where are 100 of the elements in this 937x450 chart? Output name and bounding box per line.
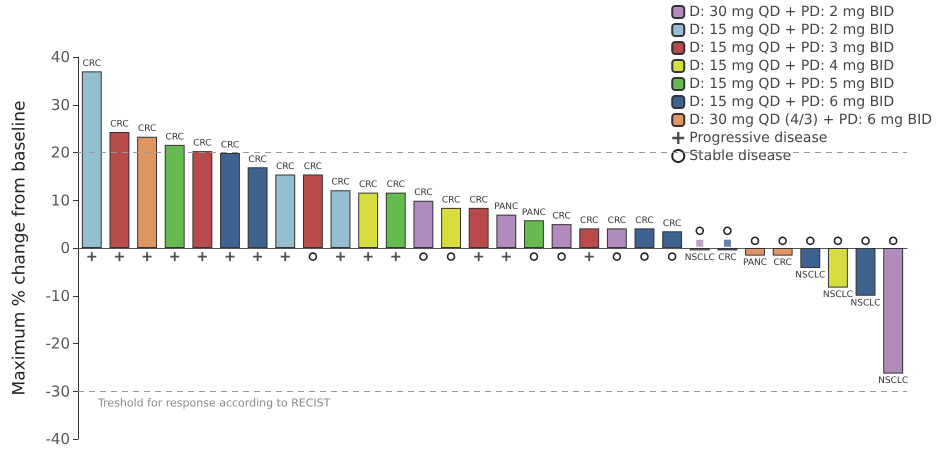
bar (413, 200, 434, 248)
data-label: NSCLC (850, 298, 881, 308)
legend-label: D: 15 mg QD + PD: 3 mg BID (689, 40, 894, 56)
point (336, 252, 346, 262)
point (888, 236, 898, 246)
bar (441, 208, 461, 248)
data-label: CRC (414, 188, 433, 198)
point (834, 236, 842, 246)
bar (110, 132, 130, 248)
bar (856, 248, 876, 296)
point (778, 236, 787, 246)
y-tick-label: -40 (46, 430, 70, 448)
bar (302, 174, 323, 248)
bar (634, 228, 654, 248)
point (364, 252, 373, 262)
point (584, 252, 594, 262)
data-label: CRC (193, 138, 212, 149)
bar (468, 208, 489, 248)
data-label: CRC (386, 180, 405, 190)
point (806, 236, 815, 246)
data-label: CRC (580, 216, 598, 226)
data-label: CRC (552, 212, 571, 222)
bar (606, 228, 627, 248)
data-label: CRC (662, 218, 682, 229)
point (280, 252, 290, 262)
legend-label: D: 15 mg QD + PD: 5 mg BID (689, 76, 894, 92)
data-label: CRC (138, 124, 156, 134)
data-label: CRC (220, 140, 240, 150)
bar (524, 220, 544, 248)
bar (745, 248, 765, 256)
data-label: CRC (358, 180, 378, 190)
legend-label: Progressive disease (689, 130, 828, 146)
point (474, 252, 484, 262)
legend-label: D: 15 mg QD + PD: 6 mg BID (689, 94, 894, 110)
data-label: NSCLC (878, 376, 908, 386)
data-label: PANC (522, 208, 546, 218)
point (446, 252, 456, 261)
legend-label: D: 15 mg QD + PD: 4 mg BID (689, 58, 894, 74)
data-label: NSCLC (822, 290, 853, 300)
bar (358, 192, 378, 248)
point (308, 252, 318, 261)
point (419, 252, 428, 261)
y-tick-label: -10 (46, 286, 70, 305)
point (861, 236, 870, 246)
point (170, 252, 180, 262)
point (198, 252, 207, 262)
bar (248, 167, 268, 248)
data-label: CRC (469, 195, 488, 206)
data-label: PANC (743, 258, 768, 268)
bar (164, 144, 185, 248)
point (557, 252, 566, 261)
bar (772, 248, 793, 256)
y-axis-title: Maximum % change from baseline (10, 100, 30, 396)
point (723, 226, 732, 236)
y-tick-label: 40 (50, 48, 70, 66)
point (502, 252, 511, 262)
point (114, 252, 124, 262)
data-label: CRC (608, 216, 626, 226)
data-label: CRC (718, 252, 737, 263)
bar (800, 248, 820, 268)
y-tick-label: -20 (46, 334, 70, 352)
legend-label: D: 30 mg QD (4/3) + PD: 6 mg BID (689, 112, 932, 128)
point (225, 252, 234, 262)
bar (386, 192, 406, 248)
data-label: PANC (494, 202, 518, 212)
bar (275, 174, 296, 248)
point (668, 252, 676, 261)
data-label: CRC (331, 178, 350, 188)
bar (220, 152, 240, 248)
point (391, 252, 400, 262)
data-label: CRC (635, 216, 654, 226)
point (530, 252, 538, 261)
y-tick-label: -30 (46, 382, 70, 400)
bar (883, 248, 904, 374)
bar (82, 71, 102, 248)
point (696, 226, 704, 236)
point (696, 240, 704, 247)
data-label: CRC (304, 162, 322, 172)
data-label: CRC (248, 154, 267, 165)
y-tick-label: 0 (60, 239, 70, 257)
point (253, 252, 262, 262)
data-label: CRC (276, 162, 294, 172)
data-label: CRC (110, 119, 129, 130)
point (142, 252, 152, 262)
bar (579, 228, 600, 248)
bar (192, 151, 212, 248)
data-label: NSCLC (684, 252, 715, 263)
data-label: CRC (442, 195, 460, 206)
y-tick-label: 30 (50, 96, 70, 114)
point (724, 240, 731, 247)
legend-label: D: 30 mg QD + PD: 2 mg BID (689, 4, 894, 20)
data-label: CRC (82, 58, 102, 69)
data-label: CRC (166, 132, 184, 142)
data-label: NSCLC (795, 270, 826, 281)
legend-label: D: 15 mg QD + PD: 2 mg BID (689, 22, 894, 38)
ref-line-label: Treshold for response according to RECIST (97, 396, 331, 410)
bar (662, 231, 682, 248)
point (87, 252, 96, 262)
bar (552, 224, 572, 248)
point (612, 252, 622, 261)
